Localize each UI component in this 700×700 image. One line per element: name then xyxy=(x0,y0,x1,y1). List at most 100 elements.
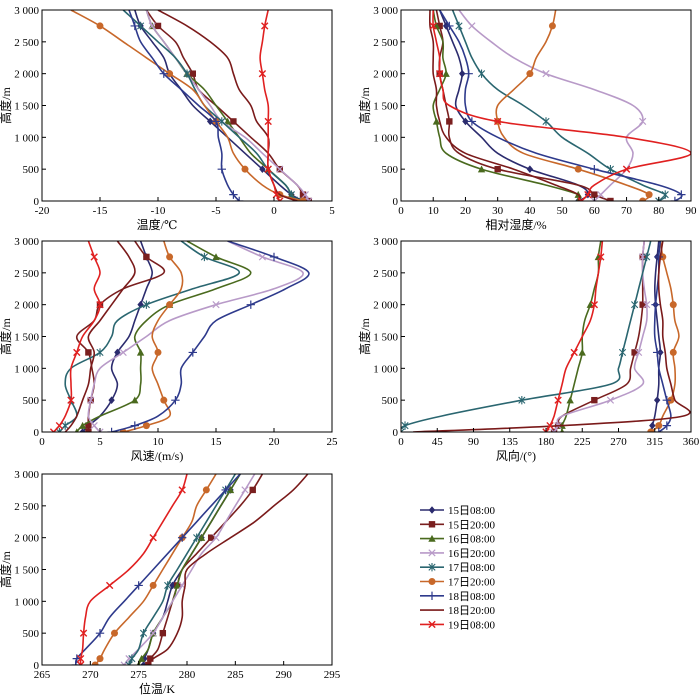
data-point xyxy=(574,165,582,173)
data-point xyxy=(137,300,144,309)
panel-temperature: -20 -15 -10 -5 0 5 0 500 1 000 1 500 2 000 2 500 3 0… xyxy=(0,5,335,232)
data-point xyxy=(96,22,104,30)
y-axis-label: 高度/m xyxy=(0,551,13,588)
data-point xyxy=(154,22,162,30)
data-point xyxy=(468,22,476,30)
data-point xyxy=(79,428,86,432)
legend-entry: 17日08:00 xyxy=(420,562,496,574)
data-point xyxy=(264,117,272,126)
data-point xyxy=(142,422,150,430)
data-point xyxy=(299,191,307,198)
data-point xyxy=(631,300,639,309)
x-tick-label: 360 xyxy=(683,436,700,448)
y-tick-label: 3 000 xyxy=(14,5,39,17)
x-tick-label: 295 xyxy=(324,669,341,681)
data-point xyxy=(166,70,174,78)
series-line xyxy=(122,10,298,201)
legend-marker xyxy=(428,521,436,528)
x-tick-label: -10 xyxy=(151,205,166,217)
data-point xyxy=(652,348,662,357)
data-point xyxy=(550,428,558,432)
data-point xyxy=(259,165,266,173)
data-point xyxy=(639,117,647,126)
series-line xyxy=(401,241,652,432)
data-point xyxy=(67,396,75,404)
data-point xyxy=(606,396,615,404)
x-tick-label: 70 xyxy=(621,205,633,217)
data-point xyxy=(147,655,154,662)
data-point xyxy=(61,421,69,430)
data-point xyxy=(107,427,116,432)
data-point xyxy=(546,421,554,430)
y-tick-label: 2 500 xyxy=(14,501,39,513)
legend-label: 19日08:00 xyxy=(448,619,496,631)
plot-frame xyxy=(41,240,333,433)
y-tick-label: 2 000 xyxy=(14,69,39,81)
series-line xyxy=(650,241,680,432)
data-point xyxy=(264,165,272,173)
x-tick-label: 80 xyxy=(653,205,665,217)
y-tick-label: 500 xyxy=(23,164,40,176)
data-point xyxy=(542,428,550,432)
x-tick-label: 60 xyxy=(589,205,601,217)
x-tick-label: -20 xyxy=(35,205,50,217)
data-point xyxy=(235,196,244,201)
data-point xyxy=(159,629,167,637)
x-tick-label: 90 xyxy=(686,205,698,217)
data-point xyxy=(526,70,534,78)
data-point xyxy=(79,629,88,637)
data-point xyxy=(464,69,473,78)
x-axis-label: 风速/(m/s) xyxy=(131,449,184,463)
data-point xyxy=(477,165,486,173)
data-point xyxy=(105,581,114,590)
data-point xyxy=(111,629,118,637)
data-point xyxy=(249,486,256,494)
data-point xyxy=(446,118,453,125)
x-axis-label: 相对湿度/% xyxy=(485,217,546,232)
data-point xyxy=(526,165,534,173)
data-point xyxy=(677,190,686,199)
series-line xyxy=(111,241,310,432)
y-tick-label: 0 xyxy=(393,196,399,208)
series-group xyxy=(71,474,309,665)
data-point xyxy=(631,349,638,356)
x-tick-label: 275 xyxy=(130,669,147,681)
data-point xyxy=(96,428,104,432)
series-line xyxy=(439,10,683,201)
data-point xyxy=(221,485,230,495)
data-point xyxy=(71,660,81,665)
data-point xyxy=(188,348,197,357)
data-point xyxy=(130,21,139,31)
data-point xyxy=(128,654,136,663)
x-tick-label: 5 xyxy=(97,436,103,448)
y-tick-label: 0 xyxy=(34,427,40,439)
series-line xyxy=(58,241,240,432)
series-line xyxy=(137,474,241,665)
data-point xyxy=(148,22,156,30)
data-point xyxy=(462,117,469,126)
data-point xyxy=(76,661,85,665)
data-point xyxy=(166,253,174,261)
data-point xyxy=(169,581,176,590)
y-tick-label: 500 xyxy=(382,395,399,407)
data-point xyxy=(653,396,661,404)
legend-label: 17日08:00 xyxy=(448,562,496,574)
series-line xyxy=(76,241,252,432)
x-axis-label: 温度/℃ xyxy=(137,217,178,232)
y-tick-label: 500 xyxy=(23,628,40,640)
data-point xyxy=(149,533,157,542)
data-point xyxy=(125,660,133,665)
data-point xyxy=(590,164,599,174)
data-point xyxy=(119,348,127,357)
data-point xyxy=(654,252,663,262)
legend-marker xyxy=(428,534,436,542)
data-point xyxy=(134,581,143,590)
legend-label: 15日08:00 xyxy=(448,505,496,517)
data-point xyxy=(518,395,526,405)
data-point xyxy=(241,486,249,494)
data-point xyxy=(96,348,104,357)
series-line xyxy=(145,10,310,201)
data-point xyxy=(193,533,201,542)
x-tick-label: 15 xyxy=(211,436,223,448)
data-point xyxy=(542,117,550,126)
